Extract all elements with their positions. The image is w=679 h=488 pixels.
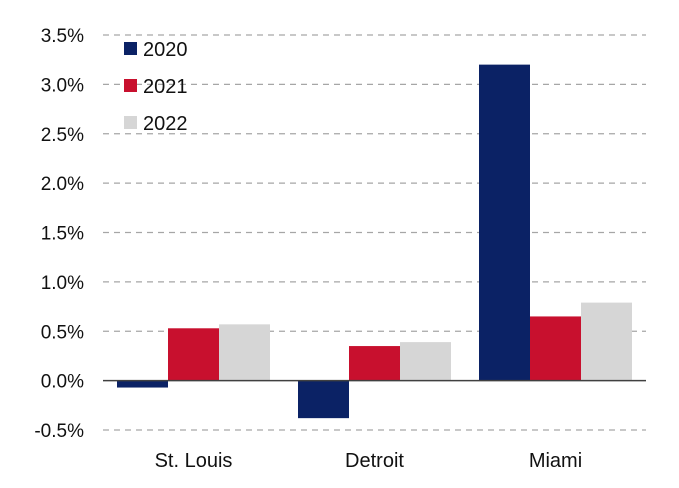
y-tick-label: 0.0% — [41, 372, 84, 393]
legend: 2020 2021 2022 — [124, 39, 188, 135]
legend-swatch-2021 — [124, 79, 137, 92]
category-label: St. Louis — [155, 450, 233, 472]
y-tick-label: 2.0% — [41, 174, 84, 195]
bar-2022-st-louis — [219, 324, 270, 381]
bar-2020-st-louis — [117, 380, 168, 388]
bars — [117, 64, 632, 419]
y-tick-label: 1.5% — [41, 224, 84, 245]
y-tick-label: 3.5% — [41, 26, 84, 47]
bar-2022-detroit — [400, 342, 451, 381]
bar-2021-miami — [530, 316, 581, 381]
legend-label-2021: 2021 — [143, 76, 188, 98]
y-tick-label: 1.0% — [41, 273, 84, 294]
category-label: Detroit — [345, 450, 404, 472]
legend-label-2020: 2020 — [143, 39, 188, 61]
category-label: Miami — [529, 450, 582, 472]
bar-2021-st-louis — [168, 328, 219, 381]
legend-swatch-2022 — [124, 116, 137, 129]
legend-label-2022: 2022 — [143, 113, 188, 135]
category-labels: St. Louis Detroit Miami — [155, 450, 583, 472]
bar-2020-miami — [479, 64, 530, 381]
bar-2020-detroit — [298, 380, 349, 419]
y-tick-label: 3.0% — [41, 75, 84, 96]
bar-2021-detroit — [349, 346, 400, 381]
y-tick-label: 2.5% — [41, 125, 84, 146]
y-tick-label: 0.5% — [41, 322, 84, 343]
legend-swatch-2020 — [124, 42, 137, 55]
y-axis-ticks: 3.5% 3.0% 2.5% 2.0% 1.5% 1.0% 0.5% 0.0% -0.5% — [34, 26, 84, 442]
bar-2022-miami — [581, 302, 632, 381]
y-tick-label: -0.5% — [34, 421, 84, 442]
